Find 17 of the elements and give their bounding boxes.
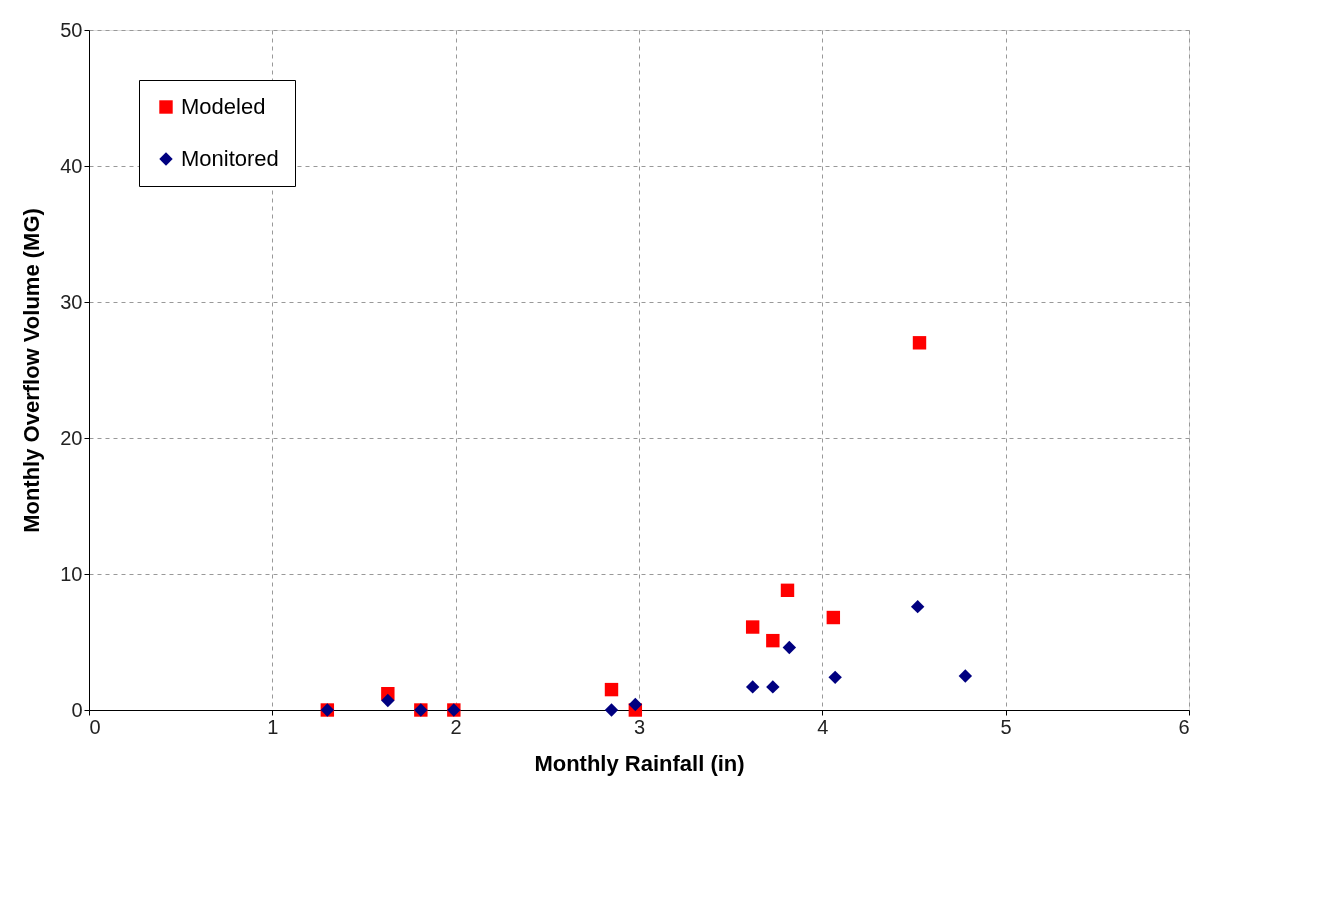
x-tick-label: 3 xyxy=(633,715,646,738)
y-tick-label: 10 xyxy=(60,562,83,585)
legend-label: Monitored xyxy=(181,146,279,171)
y-tick-label: 20 xyxy=(60,426,83,449)
y-axis-title: Monthly Overflow Volume (MG) xyxy=(19,208,45,533)
y-tick-label: 0 xyxy=(71,698,83,721)
y-tick-label: 50 xyxy=(60,18,83,41)
x-tick-label: 6 xyxy=(1178,715,1190,738)
x-tick-label: 0 xyxy=(89,715,101,738)
x-tick-label: 1 xyxy=(267,715,279,738)
x-tick-label: 5 xyxy=(1000,715,1012,738)
legend-label: Modeled xyxy=(181,94,266,119)
y-tick-label: 30 xyxy=(60,290,83,313)
x-tick-label: 4 xyxy=(817,715,829,738)
x-axis-title: Monthly Rainfall (in) xyxy=(534,750,745,776)
y-tick-label: 40 xyxy=(60,154,83,177)
x-tick-label: 2 xyxy=(450,715,462,738)
